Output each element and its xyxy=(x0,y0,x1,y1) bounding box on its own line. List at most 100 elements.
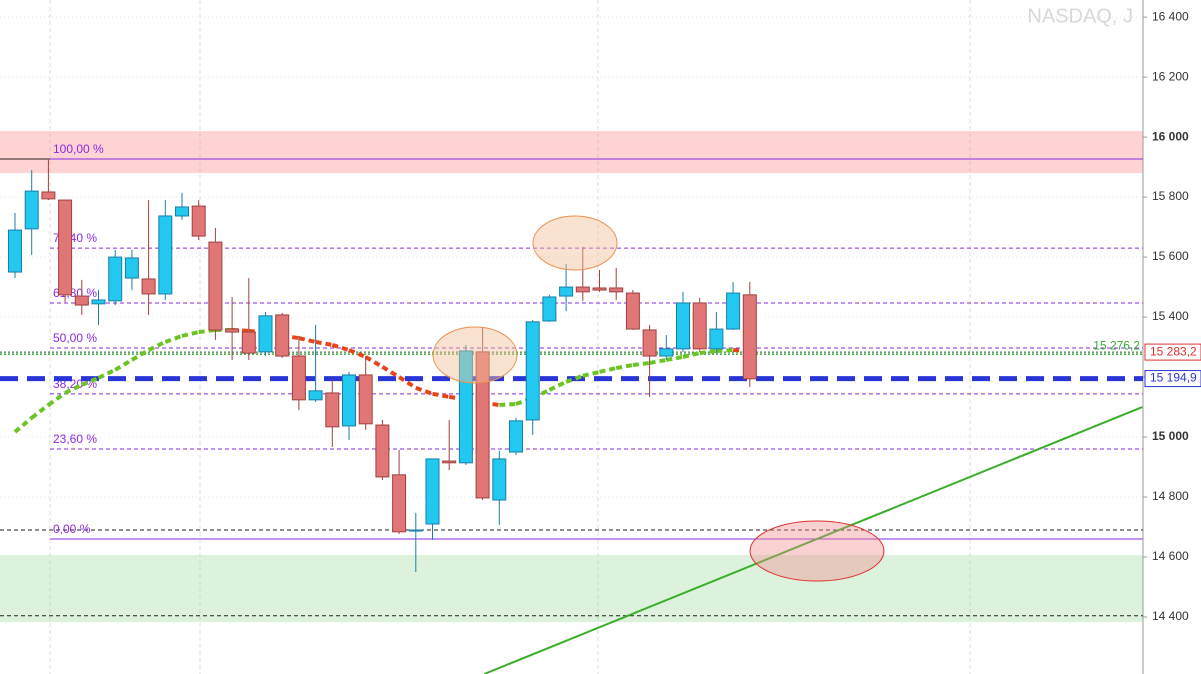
candle-body xyxy=(241,331,256,354)
candle-body xyxy=(709,328,724,350)
watermark: NASDAQ, J xyxy=(1027,5,1133,27)
price-box xyxy=(1144,343,1201,361)
y-tick-label: 14 400 xyxy=(1152,609,1189,623)
fib-label: 23,60 % xyxy=(53,432,97,446)
moving-average xyxy=(348,348,367,359)
moving-average xyxy=(64,383,83,395)
candle-body xyxy=(659,348,674,357)
moving-average xyxy=(81,376,100,387)
moving-average xyxy=(499,402,517,407)
zone xyxy=(0,131,1143,174)
candle-body xyxy=(559,286,574,297)
candle-body xyxy=(509,420,523,453)
candle-body xyxy=(492,458,507,501)
moving-average xyxy=(30,403,50,420)
candle-body xyxy=(676,302,690,350)
moving-average xyxy=(432,391,450,399)
y-tick-label: 15 400 xyxy=(1152,309,1189,323)
moving-average xyxy=(415,385,434,396)
candle-body xyxy=(191,205,206,237)
moving-average xyxy=(331,343,350,352)
candle-body xyxy=(275,314,290,357)
y-tick-label: 15 000 xyxy=(1152,429,1189,443)
y-tick-label: 16 200 xyxy=(1152,69,1189,83)
moving-average xyxy=(364,355,384,369)
annotation-ellipse xyxy=(532,215,618,271)
candle-body xyxy=(542,296,557,322)
candle-body xyxy=(141,278,156,295)
moving-average xyxy=(565,373,584,384)
candle-body xyxy=(442,460,457,464)
candle-body xyxy=(592,287,607,291)
fib-label: 0,00 % xyxy=(53,522,91,536)
moving-average xyxy=(615,363,634,371)
candle-body xyxy=(575,286,590,293)
price-label: 15 283,2 xyxy=(1150,344,1197,358)
zone xyxy=(0,554,1143,623)
candle-body xyxy=(158,215,173,295)
candle-body xyxy=(41,191,56,200)
moving-average xyxy=(632,360,650,368)
candle-body xyxy=(8,229,22,273)
candle-body xyxy=(742,294,757,380)
candle-body xyxy=(58,199,73,296)
level-label: 15 276,2 xyxy=(1093,338,1140,352)
candle-body xyxy=(692,302,707,350)
price-label: 15 194,9 xyxy=(1150,371,1197,385)
candle-body xyxy=(475,351,490,499)
candle-body xyxy=(358,374,373,425)
moving-average xyxy=(381,365,401,379)
y-tick-label: 16 400 xyxy=(1152,9,1189,23)
candle-body xyxy=(91,299,106,305)
y-tick-label: 15 600 xyxy=(1152,249,1189,263)
candle-body xyxy=(258,315,273,353)
candle-body xyxy=(108,256,123,302)
candle-body xyxy=(225,328,240,333)
candle-body xyxy=(124,257,139,279)
candle-body xyxy=(609,287,624,293)
moving-average xyxy=(315,339,333,347)
y-tick-label: 15 800 xyxy=(1152,189,1189,203)
moving-average xyxy=(548,380,567,392)
candle-body xyxy=(74,295,89,306)
candle-body xyxy=(308,390,323,401)
annotation-ellipse xyxy=(749,520,885,582)
moving-average xyxy=(699,348,717,356)
fib-label: 50,00 % xyxy=(53,331,97,345)
fib-label: 100,00 % xyxy=(53,142,104,156)
moving-average xyxy=(716,348,734,353)
moving-average xyxy=(130,348,150,362)
candle-body xyxy=(325,392,340,428)
moving-average xyxy=(398,375,417,390)
moving-average xyxy=(582,369,600,378)
candle-body xyxy=(425,458,440,525)
y-tick-label: 14 800 xyxy=(1152,489,1189,503)
candle-body xyxy=(726,292,741,330)
moving-average xyxy=(114,358,133,372)
trendline xyxy=(483,406,1143,674)
candle-body xyxy=(525,321,540,421)
moving-average xyxy=(13,416,33,434)
moving-average xyxy=(298,336,317,344)
candle-body xyxy=(24,190,39,230)
layout xyxy=(49,0,1144,674)
moving-average xyxy=(47,391,67,407)
candle-body xyxy=(408,529,423,532)
candle-body xyxy=(291,355,306,401)
candle-body xyxy=(458,350,473,464)
candle-body xyxy=(625,292,640,330)
candle-body xyxy=(208,241,223,331)
moving-average xyxy=(147,340,167,352)
candle-body xyxy=(175,206,189,217)
moving-average xyxy=(682,351,701,359)
y-tick-label: 14 600 xyxy=(1152,549,1189,563)
moving-average xyxy=(97,368,117,380)
moving-average xyxy=(599,366,617,374)
y-tick-label: 16 000 xyxy=(1152,129,1189,143)
candle-body xyxy=(342,374,356,427)
candle-body xyxy=(392,474,407,533)
candle-body xyxy=(642,329,657,357)
annotation-ellipse xyxy=(432,326,518,384)
moving-average xyxy=(665,354,684,362)
